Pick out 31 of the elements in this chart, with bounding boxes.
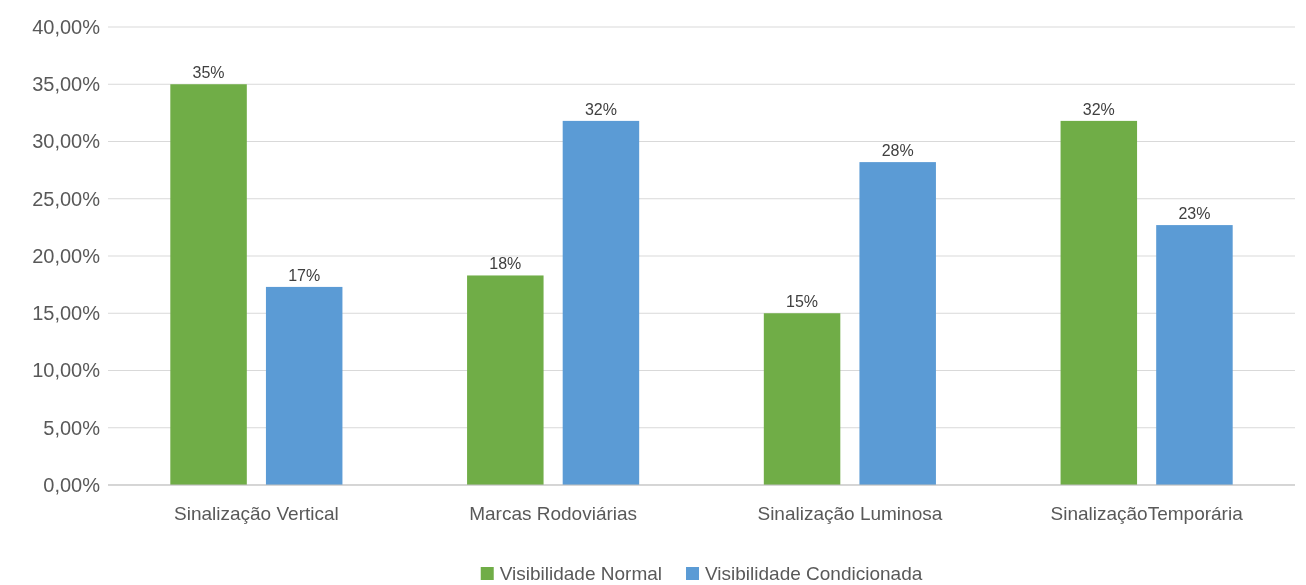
data-label: 17% bbox=[288, 266, 321, 284]
y-tick-label: 30,00% bbox=[32, 130, 101, 153]
y-tick-label: 10,00% bbox=[32, 359, 101, 382]
y-tick-label: 15,00% bbox=[32, 302, 101, 325]
data-label: 15% bbox=[786, 293, 819, 311]
data-label: 23% bbox=[1178, 205, 1211, 223]
y-tick-label: 0,00% bbox=[43, 473, 101, 496]
x-tick-label: Sinalização Vertical bbox=[173, 503, 339, 525]
data-label: 32% bbox=[584, 100, 617, 118]
x-tick-label: Sinalização Luminosa bbox=[757, 503, 943, 525]
x-tick-label: SinalizaçãoTemporária bbox=[1050, 503, 1244, 525]
bar bbox=[763, 313, 841, 485]
y-tick-label: 20,00% bbox=[32, 244, 101, 267]
data-label: 32% bbox=[1082, 100, 1115, 118]
y-tick-label: 35,00% bbox=[32, 73, 101, 96]
data-label: 18% bbox=[489, 255, 522, 273]
legend-label: Visibilidade Condicionada bbox=[705, 563, 923, 584]
y-tick-label: 5,00% bbox=[43, 416, 101, 439]
bar bbox=[170, 84, 247, 485]
bar bbox=[859, 162, 936, 485]
bar bbox=[265, 286, 343, 485]
bar bbox=[1156, 225, 1233, 485]
bar bbox=[1060, 120, 1138, 485]
y-tick-label: 40,00% bbox=[32, 15, 101, 38]
legend-label: Visibilidade Normal bbox=[499, 563, 663, 584]
bar bbox=[562, 120, 640, 485]
data-label: 35% bbox=[192, 64, 225, 82]
data-label: 28% bbox=[881, 142, 914, 160]
bar bbox=[467, 275, 544, 485]
x-tick-label: Marcas Rodoviárias bbox=[469, 503, 638, 525]
y-tick-label: 25,00% bbox=[32, 187, 101, 210]
